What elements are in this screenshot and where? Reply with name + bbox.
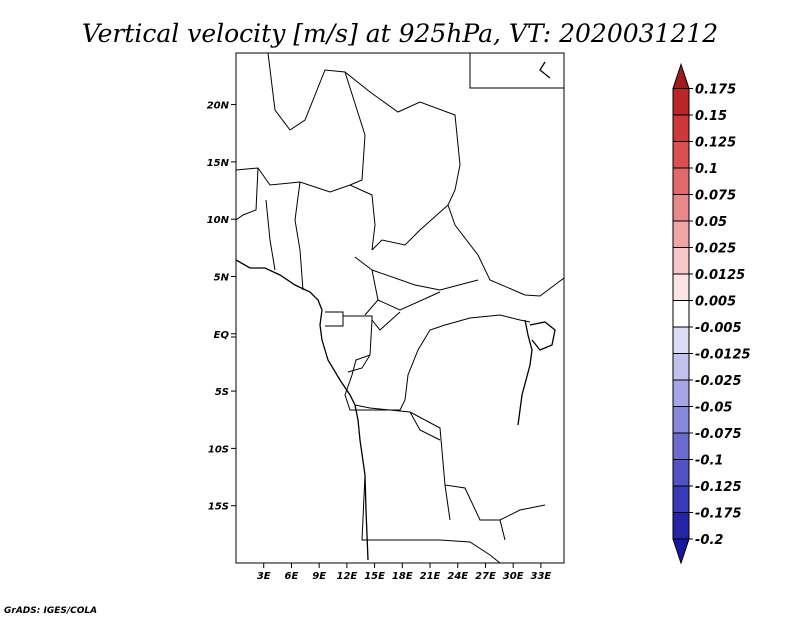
x-tick-label: 18E [392, 571, 413, 582]
colorbar-segment [672, 88, 690, 116]
colorbar-label: -0.025 [695, 374, 742, 389]
colorbar-label: 0.1 [695, 162, 718, 177]
colorbar-segment [672, 247, 690, 275]
map-frame [235, 52, 565, 564]
x-tick-label: 21E [420, 571, 441, 582]
calm-interior-region [380, 400, 520, 550]
velocity-field [236, 53, 564, 563]
x-tick-label: 33E [531, 571, 552, 582]
colorbar-segment [672, 379, 690, 407]
x-tick-label: 9E [312, 571, 326, 582]
colorbar-label: -0.075 [695, 427, 742, 442]
x-tick-label: 3E [257, 571, 271, 582]
colorbar-segment [672, 485, 690, 513]
colorbar-bottom-arrow [672, 538, 690, 565]
colorbar-label: 0.125 [695, 136, 736, 151]
colorbar-label: 0.075 [695, 189, 736, 204]
colorbar-label: -0.125 [695, 480, 742, 495]
y-tick-label: 10N [207, 215, 230, 226]
colorbar-segment [672, 220, 690, 248]
colorbar-label: -0.2 [695, 533, 723, 548]
colorbar-segment [672, 406, 690, 434]
colorbar: 0.175 0.15 0.125 0.1 0.075 0.05 0.025 0.0125 0.0… [672, 62, 751, 565]
colorbar-segment [672, 167, 690, 195]
country-boundaries [236, 53, 564, 563]
x-tick-label: 27E [475, 571, 496, 582]
y-axis-ticks: 20N 15N 10N 5N EQ 5S 10S 15S [207, 101, 236, 513]
grads-credit: GrADS: IGES/COLA [4, 606, 97, 616]
colorbar-label: -0.05 [695, 401, 732, 416]
colorbar-segment [672, 141, 690, 169]
colorbar-segment [672, 512, 690, 540]
colorbar-segment [672, 300, 690, 328]
x-tick-label: 24E [447, 571, 468, 582]
x-axis-ticks: 3E 6E 9E 12E 15E 18E 21E 24E 27E 30E 33E [257, 563, 552, 582]
colorbar-segment [672, 459, 690, 487]
colorbar-segment [672, 273, 690, 301]
y-tick-label: 15N [207, 158, 230, 169]
x-tick-label: 15E [364, 571, 385, 582]
y-tick-label: 5N [214, 272, 230, 283]
colorbar-label: 0.15 [695, 109, 727, 124]
colorbar-label: 0.05 [695, 215, 727, 230]
colorbar-label: 0.025 [695, 242, 736, 257]
x-tick-label: 30E [503, 571, 524, 582]
colorbar-label: -0.005 [695, 321, 742, 336]
colorbar-segment [672, 114, 690, 142]
y-tick-label: 5S [215, 387, 229, 398]
colorbar-label: 0.0125 [695, 268, 745, 283]
colorbar-label: -0.175 [695, 507, 742, 522]
colorbar-label: -0.1 [695, 454, 723, 469]
chart-title: Vertical velocity [m/s] at 925hPa, VT: 2… [82, 19, 718, 48]
colorbar-top-arrow [672, 62, 690, 89]
y-tick-label: 15S [208, 502, 229, 513]
y-tick-label: 20N [207, 101, 230, 112]
plot-area: 3E 6E 9E 12E 15E 18E 21E 24E 27E 30E 33E 20N 15N 10N… [207, 52, 565, 582]
y-tick-label: EQ [214, 330, 230, 341]
x-tick-label: 6E [285, 571, 299, 582]
colorbar-label: 0.005 [695, 295, 736, 310]
colorbar-segment [672, 353, 690, 381]
colorbar-label: 0.175 [695, 83, 736, 98]
colorbar-segment [672, 326, 690, 354]
colorbar-segment [672, 432, 690, 460]
x-tick-label: 12E [336, 571, 357, 582]
colorbar-segment [672, 194, 690, 222]
coastlines [236, 61, 556, 561]
y-tick-label: 10S [208, 444, 229, 455]
colorbar-label: -0.0125 [695, 348, 751, 363]
